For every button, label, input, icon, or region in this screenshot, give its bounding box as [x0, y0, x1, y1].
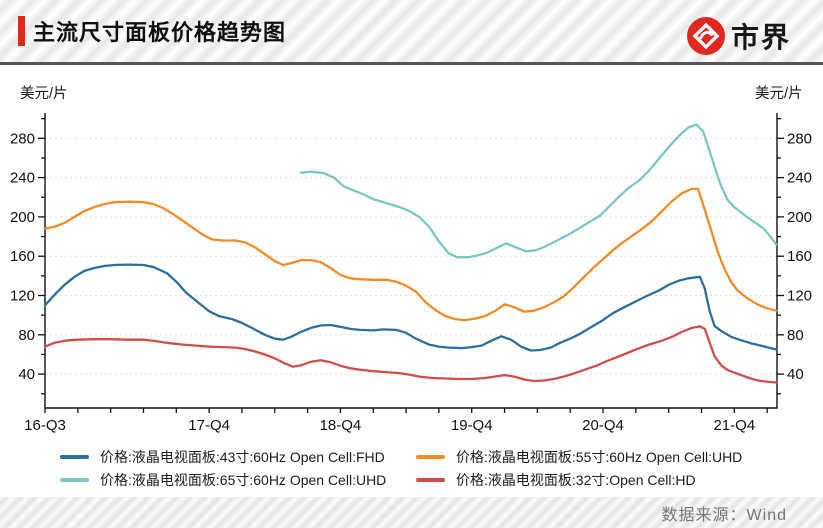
x-tick-label-16-Q3: 16-Q3 — [24, 417, 66, 434]
y-tick-label-right: 200 — [787, 209, 812, 226]
legend-label-55inch: 价格:液晶电视面板:55寸:60Hz Open Cell:UHD — [456, 449, 743, 465]
y-tick-label-right: 80 — [787, 327, 804, 344]
legend-item-32inch: 价格:液晶电视面板:32寸:Open Cell:HD — [416, 470, 696, 490]
brand-name: 市界 — [731, 22, 792, 53]
legend-item-55inch: 价格:液晶电视面板:55寸:60Hz Open Cell:UHD — [416, 447, 742, 467]
y-tick-label-left: 80 — [18, 327, 35, 344]
header-band: 主流尺寸面板价格趋势图 市界 — [0, 0, 823, 65]
page-title: 主流尺寸面板价格趋势图 — [33, 20, 287, 45]
y-tick-label-right: 120 — [787, 288, 812, 305]
legend-label-32inch: 价格:液晶电视面板:32寸:Open Cell:HD — [456, 472, 696, 488]
legend-item-65inch: 价格:液晶电视面板:65寸:60Hz Open Cell:UHD — [60, 470, 386, 490]
x-tick-label-18-Q4: 18-Q4 — [320, 417, 362, 434]
y-tick-label-left: 240 — [10, 170, 35, 187]
y-tick-label-left: 200 — [10, 209, 35, 226]
series-line-1 — [43, 187, 778, 322]
y-tick-label-right: 160 — [787, 248, 812, 265]
chart-region: 美元/片 美元/片 40 40 80 80 120 120 160 160 200 200 240 2… — [0, 65, 823, 497]
series-line-3 — [43, 325, 778, 384]
legend-swatch-32inch — [416, 478, 445, 482]
series-line-0 — [43, 263, 778, 352]
brand-mark-icon — [687, 17, 725, 55]
title-block: 主流尺寸面板价格趋势图 — [18, 15, 286, 47]
y-tick-label-left: 120 — [10, 288, 35, 305]
axes-frame — [44, 113, 778, 409]
price-trend-chart: 40 40 80 80 120 120 160 160 200 200 240 240 280 280 16… — [10, 113, 812, 434]
legend-label-43inch: 价格:液晶电视面板:43寸:60Hz Open Cell:FHD — [100, 449, 385, 465]
y-tick-label-right: 40 — [787, 366, 804, 383]
series-line-2 — [299, 123, 778, 259]
title-accent-bar — [18, 16, 25, 46]
legend-swatch-43inch — [60, 455, 89, 459]
data-source: 数据来源：Wind — [661, 506, 787, 524]
y-axis-unit-left: 美元/片 — [20, 86, 68, 102]
legend-swatch-65inch — [60, 478, 89, 482]
y-axis-unit-right: 美元/片 — [755, 86, 803, 102]
x-tick-label-21-Q4: 21-Q4 — [713, 417, 755, 434]
legend-swatch-55inch — [416, 455, 445, 459]
x-tick-label-17-Q4: 17-Q4 — [188, 417, 230, 434]
legend-label-65inch: 价格:液晶电视面板:65寸:60Hz Open Cell:UHD — [100, 472, 387, 488]
legend-item-43inch: 价格:液晶电视面板:43寸:60Hz Open Cell:FHD — [60, 447, 385, 467]
y-tick-label-left: 280 — [10, 130, 35, 147]
y-tick-label-left: 40 — [18, 366, 35, 383]
footer-band: 数据来源：Wind — [0, 497, 823, 528]
brand-logo: 市界 — [686, 16, 791, 56]
y-tick-label-right: 280 — [787, 130, 812, 147]
x-tick-label-19-Q4: 19-Q4 — [451, 417, 493, 434]
y-tick-label-right: 240 — [787, 170, 812, 187]
x-tick-label-20-Q4: 20-Q4 — [582, 417, 624, 434]
y-tick-label-left: 160 — [10, 248, 35, 265]
